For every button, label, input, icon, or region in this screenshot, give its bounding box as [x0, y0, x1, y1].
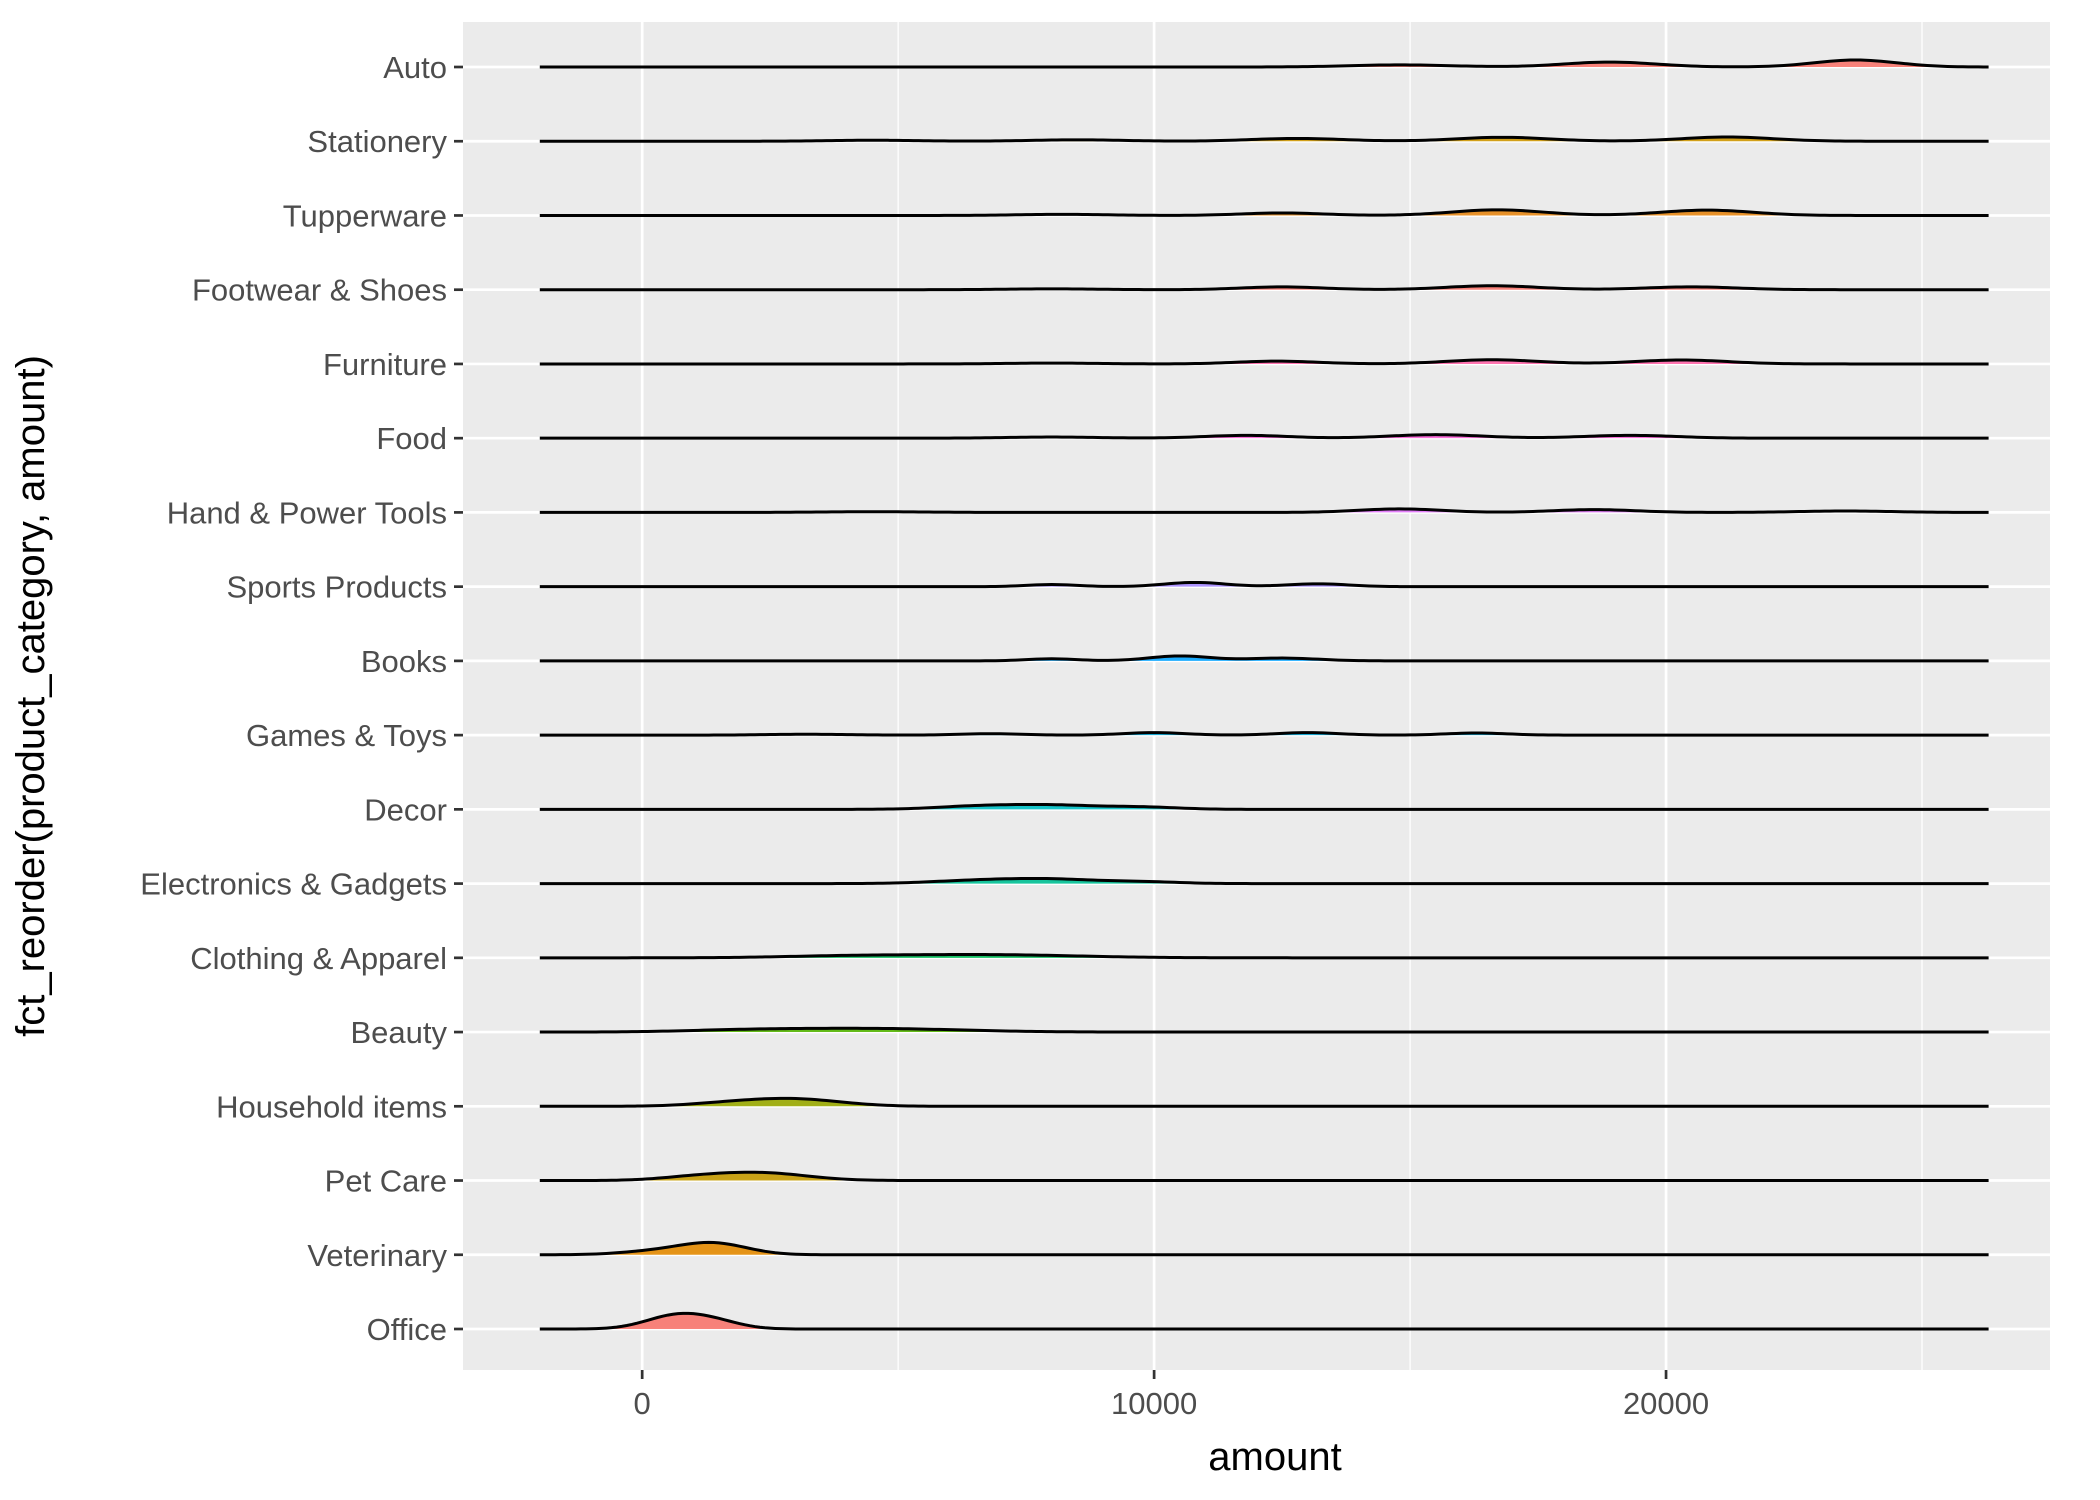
ridge-line: [539, 802, 1989, 811]
ridge-pet-care: [539, 1170, 1989, 1183]
ridge-line: [539, 433, 1989, 440]
ridge-line: [539, 876, 1989, 886]
y-tick-label: Hand & Power Tools: [167, 495, 447, 530]
ridge-books: [539, 654, 1989, 663]
ridge-line: [539, 208, 1989, 217]
ridge-fill: [539, 1172, 1989, 1181]
ridge-line: [539, 135, 1989, 143]
x-axis-title: amount: [1208, 1435, 1341, 1479]
ridge-tupperware: [539, 208, 1989, 217]
y-tick-label: Sports Products: [226, 570, 447, 605]
ridge-furniture: [539, 358, 1989, 366]
ridge-line: [539, 507, 1989, 514]
ridge-line: [539, 1311, 1989, 1331]
ridge-line: [539, 1096, 1989, 1108]
density-ridges: [539, 58, 1989, 1331]
ridge-household-items: [539, 1096, 1989, 1108]
panel-background: [463, 22, 2050, 1370]
ridge-line: [539, 654, 1989, 663]
y-tick-label: Household items: [216, 1089, 447, 1124]
ridge-clothing-apparel: [539, 953, 1989, 960]
ridge-line: [539, 1026, 1989, 1034]
ridge-decor: [539, 802, 1989, 811]
ridge-line: [539, 1170, 1989, 1183]
y-axis: Office Veterinary Pet Care Household items B…: [140, 50, 463, 1347]
ridge-food: [539, 433, 1989, 440]
ridge-footwear-shoes: [539, 284, 1989, 292]
ridge-electronics-gadgets: [539, 876, 1989, 886]
y-tick-label: Clothing & Apparel: [190, 941, 447, 976]
ridge-fill: [539, 1242, 1989, 1255]
ridge-line: [539, 953, 1989, 960]
ridge-line: [539, 1240, 1989, 1257]
ridge-auto: [539, 58, 1989, 69]
x-tick-label: 10000: [1111, 1386, 1197, 1421]
y-tick-label: Decor: [364, 792, 447, 827]
y-tick-label: Footwear & Shoes: [192, 273, 447, 308]
y-tick-label: Auto: [383, 50, 447, 85]
y-tick-label: Stationery: [307, 124, 447, 159]
ridge-games-toys: [539, 731, 1989, 737]
x-minor-gridlines: [897, 22, 1923, 1370]
ridge-line: [539, 731, 1989, 737]
ridge-line: [539, 358, 1989, 366]
ridge-office: [539, 1311, 1989, 1331]
y-tick-label: Beauty: [350, 1015, 447, 1050]
ridge-line: [539, 284, 1989, 292]
ridge-line: [539, 58, 1989, 69]
y-tick-label: Office: [367, 1312, 447, 1347]
ridge-hand-power-tools: [539, 507, 1989, 514]
y-tick-label: Electronics & Gadgets: [140, 867, 447, 902]
ridge-sports-products: [539, 580, 1989, 589]
y-tick-label: Food: [376, 421, 447, 456]
y-tick-label: Pet Care: [325, 1164, 447, 1199]
y-tick-label: Veterinary: [307, 1238, 447, 1273]
y-axis-title: fct_reorder(product_category, amount): [9, 355, 53, 1037]
ridge-stationery: [539, 135, 1989, 143]
y-tick-label: Tupperware: [283, 198, 447, 233]
ridge-fill: [539, 60, 1989, 67]
x-tick-label: 0: [634, 1386, 651, 1421]
y-tick-label: Furniture: [323, 347, 447, 382]
ridge-line: [539, 580, 1989, 589]
x-tick-label: 20000: [1623, 1386, 1709, 1421]
ridge-fill: [539, 1313, 1989, 1329]
ridge-veterinary: [539, 1240, 1989, 1257]
y-tick-label: Games & Toys: [246, 718, 447, 753]
x-axis: 0 10000 20000: [634, 1370, 1709, 1421]
y-tick-label: Books: [361, 644, 447, 679]
ridge-beauty: [539, 1026, 1989, 1034]
